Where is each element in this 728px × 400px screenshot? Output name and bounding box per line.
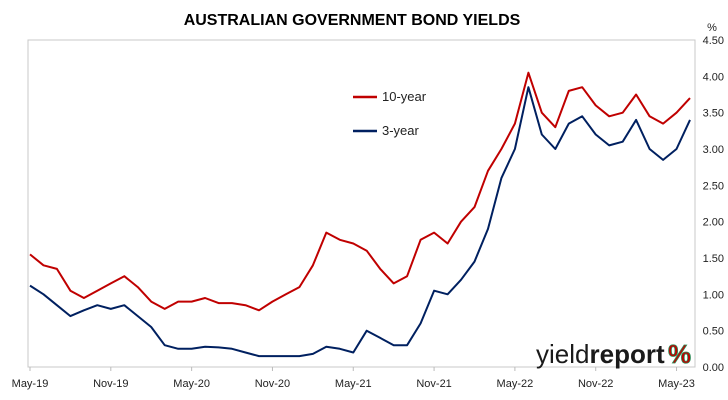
chart-title: AUSTRALIAN GOVERNMENT BOND YIELDS: [184, 12, 521, 29]
y-tick-label: 2.00: [703, 217, 724, 229]
y-tick-label: 3.50: [703, 108, 724, 120]
series-lines: [29, 71, 691, 358]
y-tick-label: 0.00: [703, 362, 724, 374]
y-tick-label: 1.00: [703, 289, 724, 301]
y-tick-label: 4.50: [703, 35, 724, 47]
y-tick-label: 3.00: [703, 144, 724, 156]
x-axis-ticks: May-19 Nov-19 May-20 Nov-20 May-21 Nov-21 May-…: [12, 367, 695, 390]
x-tick-label: May-21: [335, 378, 372, 390]
y-tick-label: 0.50: [703, 326, 724, 338]
x-tick-label: May-22: [497, 378, 534, 390]
x-tick-label: Nov-22: [578, 378, 613, 390]
yieldreport-logo: yieldreport %: [536, 339, 692, 370]
logo-percent-icon: %: [668, 339, 691, 369]
x-tick-label: Nov-20: [255, 378, 290, 390]
y-tick-label: 4.00: [703, 71, 724, 83]
plot-area-frame: [27, 39, 696, 368]
legend-label-3-year: 3-year: [382, 123, 420, 138]
svg-text:yieldreport: yieldreport: [536, 339, 665, 369]
y-axis-unit: %: [707, 22, 717, 34]
legend-label-10-year: 10-year: [382, 89, 427, 104]
x-tick-label: Nov-21: [416, 378, 451, 390]
x-tick-label: Nov-19: [93, 378, 128, 390]
x-tick-label: May-19: [12, 378, 49, 390]
x-tick-label: May-23: [658, 378, 695, 390]
y-tick-label: 1.50: [703, 253, 724, 265]
x-tick-label: May-20: [173, 378, 210, 390]
logo-text-yield: yield: [536, 339, 589, 369]
y-axis-ticks: 0.00 0.50 1.00 1.50 2.00 2.50 3.00 3.50 4.00 4.50: [703, 35, 724, 374]
series-line-10-year: [29, 71, 691, 312]
y-tick-label: 2.50: [703, 180, 724, 192]
series-line-3-year: [29, 86, 691, 358]
legend: 10-year 3-year: [353, 89, 427, 138]
logo-text-report: report: [589, 339, 664, 369]
